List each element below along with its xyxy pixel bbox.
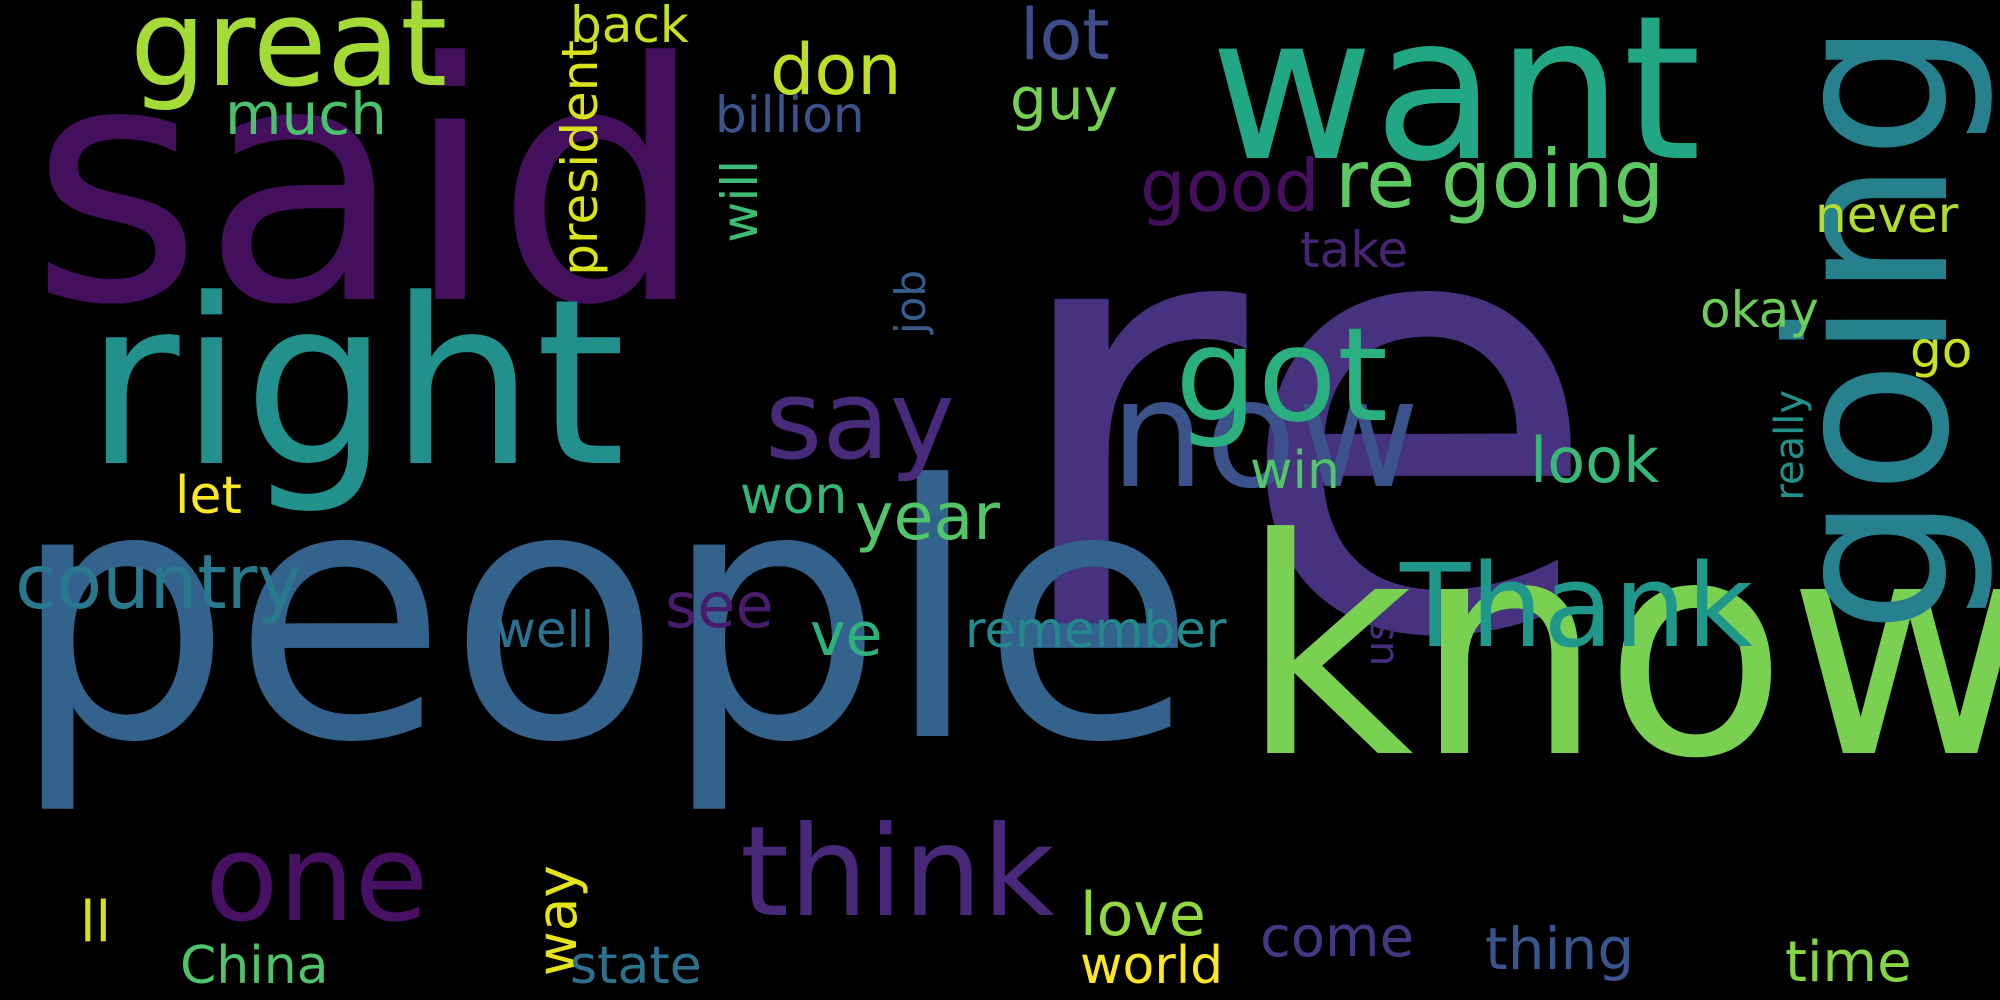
- cloud-word: much: [225, 80, 387, 148]
- cloud-word: one: [205, 810, 429, 949]
- cloud-word: see: [665, 569, 774, 642]
- cloud-word: will: [711, 160, 769, 243]
- cloud-word: people: [10, 411, 1197, 819]
- cloud-word: love: [1080, 880, 1206, 950]
- cloud-word: state: [570, 936, 702, 996]
- cloud-word: win: [1250, 441, 1340, 501]
- cloud-word: okay: [1700, 281, 1819, 339]
- cloud-word: guy: [1010, 65, 1118, 133]
- cloud-word: said: [30, 0, 706, 377]
- cloud-word: don: [770, 29, 902, 111]
- cloud-word: won: [740, 466, 848, 526]
- cloud-word: time: [1785, 930, 1912, 995]
- cloud-word: good: [1140, 144, 1320, 228]
- cloud-word: thing: [1485, 915, 1635, 983]
- cloud-word: think: [740, 800, 1055, 945]
- cloud-word: Thank: [1400, 540, 1754, 674]
- cloud-word: ll: [80, 890, 112, 955]
- cloud-word: re: [1000, 70, 1603, 769]
- cloud-word: look: [1530, 424, 1659, 497]
- cloud-word: world: [1080, 936, 1224, 996]
- cloud-word: got: [1175, 299, 1389, 451]
- cloud-word: let: [175, 466, 242, 526]
- cloud-word: want: [1210, 0, 1702, 206]
- cloud-word: come: [1260, 905, 1415, 970]
- cloud-word: great: [130, 0, 448, 114]
- cloud-word: go: [1910, 321, 1973, 379]
- cloud-word: lot: [1020, 0, 1110, 76]
- cloud-word: year: [855, 480, 1001, 555]
- cloud-word: well: [495, 601, 595, 659]
- cloud-word: take: [1300, 221, 1409, 279]
- cloud-word: say: [765, 356, 955, 484]
- cloud-word: re going: [1335, 133, 1665, 226]
- cloud-word: us: [1357, 620, 1403, 667]
- cloud-word: China: [180, 936, 329, 996]
- cloud-word: remember: [965, 601, 1227, 659]
- cloud-word: now: [1110, 348, 1420, 522]
- cloud-word: billion: [715, 86, 865, 144]
- cloud-word: ve: [810, 600, 883, 670]
- cloud-word: never: [1815, 186, 1959, 244]
- cloud-word: country: [15, 538, 302, 626]
- cloud-word: really: [1767, 390, 1813, 501]
- cloud-word: back: [570, 0, 689, 54]
- cloud-word: president: [551, 40, 609, 276]
- cloud-word: job: [886, 270, 935, 335]
- cloud-word: right: [85, 251, 626, 518]
- cloud-word: know: [1240, 475, 2000, 824]
